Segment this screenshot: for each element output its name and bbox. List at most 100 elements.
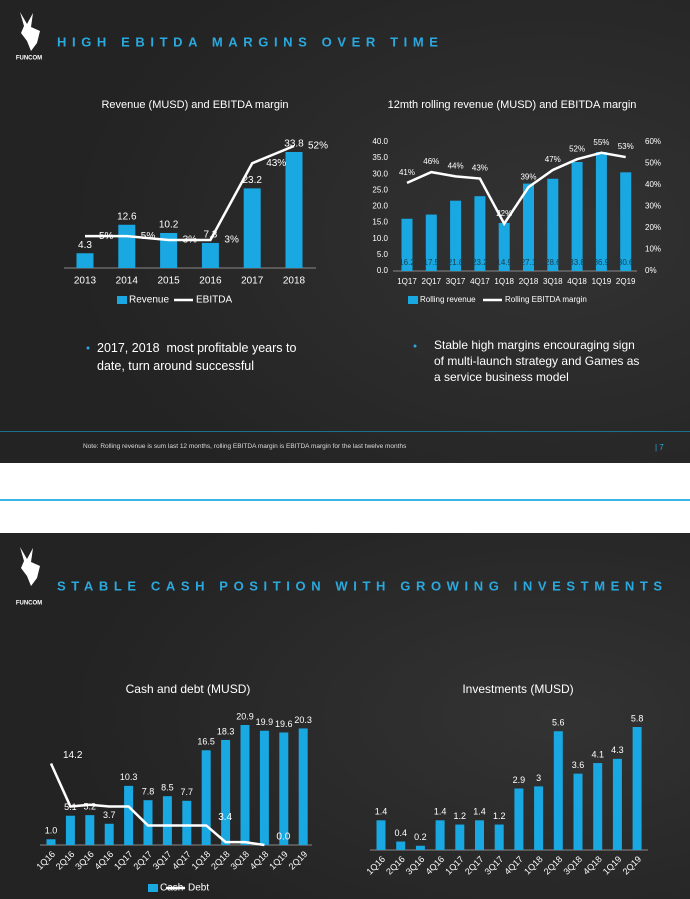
- value-label: 33.8: [569, 258, 585, 267]
- bar: [182, 800, 192, 845]
- value-label: 7.8: [142, 787, 155, 797]
- y2-tick-label: 20%: [645, 223, 661, 232]
- slide-title: HIGH EBITDA MARGINS OVER TIME: [57, 34, 444, 49]
- value-label: 39%: [520, 172, 536, 181]
- bullet: Stable high margins encouraging sign of …: [434, 338, 643, 384]
- value-label: 33.8: [284, 139, 304, 150]
- bar: [162, 796, 172, 845]
- bar: [85, 815, 95, 845]
- value-label: 3.4: [218, 812, 232, 823]
- value-label: 1.4: [375, 807, 388, 817]
- bar: [475, 820, 484, 850]
- bar: [450, 200, 462, 271]
- bar: [593, 763, 603, 850]
- bar: [401, 218, 413, 271]
- value-label: 1.2: [454, 811, 467, 821]
- bar: [46, 839, 56, 845]
- y-tick-label: 20.0: [372, 202, 388, 211]
- bar: [259, 730, 269, 845]
- y-tick-label: 25.0: [372, 185, 388, 194]
- bar: [455, 824, 465, 850]
- x-tick-label: 2Q18: [519, 277, 539, 286]
- value-label: 55%: [593, 138, 609, 147]
- value-label: 17.5: [424, 258, 440, 267]
- y2-tick-label: 0%: [645, 266, 657, 275]
- logo-text: FUNCOM: [16, 56, 42, 62]
- x-tick-label: 1Q19: [592, 277, 612, 286]
- bar: [285, 152, 303, 268]
- value-label: 8.5: [161, 783, 174, 793]
- value-label: 20.3: [294, 715, 312, 725]
- value-label: 0.0: [276, 832, 290, 843]
- bar: [425, 214, 437, 271]
- value-label: 19.9: [256, 717, 274, 727]
- value-label: 14.2: [63, 750, 83, 761]
- x-tick-label: 2Q17: [422, 277, 442, 286]
- bar: [143, 800, 153, 845]
- value-label: 10.2: [159, 220, 179, 231]
- bar: [553, 731, 563, 850]
- value-label: 18.3: [217, 726, 235, 736]
- value-label: 16.2: [399, 258, 415, 267]
- bar: [124, 785, 134, 845]
- y-tick-label: 30.0: [372, 169, 388, 178]
- line: [49, 762, 265, 847]
- legend-swatch: [408, 296, 418, 304]
- y2-tick-label: 30%: [645, 202, 661, 211]
- bar: [571, 161, 583, 271]
- value-label: 3.7: [103, 810, 116, 820]
- value-label: 4.1: [591, 749, 604, 759]
- value-label: 10.3: [120, 772, 138, 782]
- logo-text: FUNCOM: [16, 601, 42, 607]
- value-label: 7.7: [181, 787, 194, 797]
- value-label: 52%: [569, 144, 585, 153]
- value-label: 1.0: [45, 826, 58, 836]
- y2-tick-label: 50%: [645, 159, 661, 168]
- value-label: 27.1: [521, 258, 537, 267]
- value-label: 3.6: [572, 760, 585, 770]
- value-label: 52%: [308, 141, 328, 152]
- bar: [160, 232, 178, 268]
- value-label: 46%: [423, 157, 439, 166]
- bar: [396, 841, 406, 850]
- y-tick-label: 40.0: [372, 137, 388, 146]
- bar: [435, 820, 445, 850]
- x-tick-label: 3Q17: [446, 277, 466, 286]
- value-label: 43%: [266, 158, 286, 169]
- page-number: | 7: [655, 443, 664, 452]
- value-label: 5.8: [631, 713, 644, 723]
- footer-line: [0, 431, 690, 432]
- bullet: 2017, 2018 most profitable years to date…: [97, 341, 300, 373]
- x-tick-label: 4Q17: [470, 277, 490, 286]
- y2-tick-label: 60%: [645, 137, 661, 146]
- value-label: 1.2: [493, 811, 506, 821]
- value-label: 41%: [399, 168, 415, 177]
- bar: [221, 739, 231, 845]
- value-label: 5.2: [84, 802, 97, 812]
- footnote: Note: Rolling revenue is sum last 12 mon…: [83, 443, 407, 450]
- x-tick-label: 2016: [199, 276, 222, 287]
- bar: [118, 224, 136, 268]
- bar: [65, 815, 75, 845]
- value-label: 36.9: [594, 258, 610, 267]
- value-label: 3%: [183, 235, 198, 246]
- bar: [240, 725, 250, 845]
- value-label: 53%: [618, 142, 634, 151]
- y-tick-label: 10.0: [372, 234, 388, 243]
- chart-title: Investments (MUSD): [462, 682, 573, 696]
- legend-label: Rolling revenue: [420, 295, 476, 304]
- bar: [547, 178, 559, 271]
- bar: [523, 183, 534, 271]
- value-label: 1.4: [473, 807, 486, 817]
- value-label: 0.4: [394, 828, 407, 838]
- legend-label: EBITDA: [196, 295, 232, 306]
- value-label: 20.9: [236, 711, 254, 721]
- bar: [632, 727, 642, 850]
- value-label: 0.2: [414, 832, 427, 842]
- value-label: 3%: [224, 235, 239, 246]
- legend-label: Debt: [188, 883, 209, 894]
- chart-title: Revenue (MUSD) and EBITDA margin: [101, 99, 288, 111]
- separator: [0, 499, 690, 501]
